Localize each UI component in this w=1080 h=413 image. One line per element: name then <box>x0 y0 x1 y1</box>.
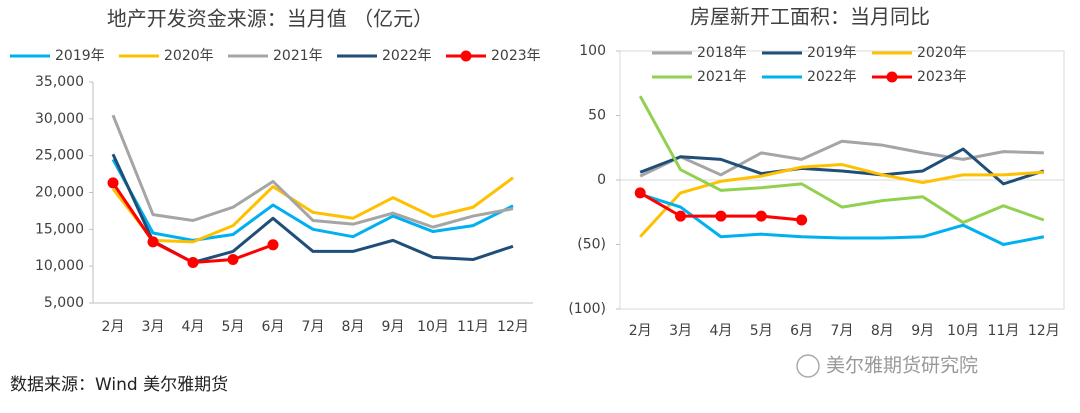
legend-label: 2018年 <box>697 45 747 61</box>
point <box>107 177 119 189</box>
point <box>675 210 687 222</box>
x-tick-label: 7月 <box>302 319 325 335</box>
legend-label: 2019年 <box>807 45 857 61</box>
x-tick-label: 3月 <box>669 323 692 339</box>
legend-label: 2022年 <box>382 48 432 64</box>
legend-label: 2020年 <box>917 45 967 61</box>
point <box>187 256 199 268</box>
source-note: 数据来源：Wind 美尔雅期货 <box>10 375 228 395</box>
y-tick-label: (100) <box>568 301 606 317</box>
series-line <box>111 153 514 264</box>
x-tick-label: 6月 <box>790 323 813 339</box>
x-tick-label: 8月 <box>871 323 894 339</box>
y-tick-label: 5,000 <box>44 295 84 311</box>
legend-label: 2020年 <box>164 48 214 64</box>
y-tick-label: 15,000 <box>35 221 84 237</box>
x-tick-label: 7月 <box>831 323 854 339</box>
legend-label: 2022年 <box>807 69 857 85</box>
series-line <box>638 95 1045 225</box>
y-tick-label: 100 <box>579 43 606 59</box>
y-tick-label: (50) <box>577 237 606 253</box>
x-tick-label: 5月 <box>222 319 245 335</box>
point <box>147 236 159 248</box>
y-tick-label: 20,000 <box>35 185 84 201</box>
chart-title: 地产开发资金来源：当月值 （亿元） <box>107 7 433 31</box>
legend-label: 2023年 <box>917 69 967 85</box>
watermark: 美尔雅期货研究院 <box>826 355 978 377</box>
point <box>227 254 239 266</box>
y-tick-label: 10,000 <box>35 258 84 274</box>
series-line <box>639 139 1044 178</box>
watermark-icon <box>796 354 820 378</box>
legend-marker <box>886 71 898 83</box>
x-tick-label: 9月 <box>911 323 934 339</box>
x-tick-label: 2月 <box>102 319 125 335</box>
legend-marker <box>460 50 472 62</box>
x-tick-label: 10月 <box>947 323 979 339</box>
series-line <box>639 163 1044 238</box>
x-tick-label: 11月 <box>457 319 489 335</box>
y-tick-label: 35,000 <box>35 74 84 90</box>
x-tick-label: 11月 <box>988 323 1020 339</box>
point <box>715 210 727 222</box>
x-tick-label: 4月 <box>709 323 732 339</box>
chart-title: 房屋新开工面积：当月同比 <box>690 5 930 29</box>
x-tick-label: 5月 <box>750 323 773 339</box>
point <box>796 214 808 226</box>
series-line <box>111 158 514 242</box>
series-line <box>639 192 1045 246</box>
x-tick-label: 12月 <box>497 319 529 335</box>
point <box>755 210 767 222</box>
y-tick-label: 0 <box>597 172 606 188</box>
x-tick-label: 6月 <box>262 319 285 335</box>
x-tick-label: 3月 <box>142 319 165 335</box>
legend-label: 2021年 <box>697 69 747 85</box>
x-tick-label: 12月 <box>1028 323 1060 339</box>
y-tick-label: 30,000 <box>35 111 84 127</box>
legend-label: 2023年 <box>491 48 541 64</box>
x-tick-label: 4月 <box>182 319 205 335</box>
legend-label: 2021年 <box>273 48 323 64</box>
series-line <box>639 147 1045 186</box>
y-tick-label: 25,000 <box>35 148 84 164</box>
series-line <box>111 114 514 229</box>
x-tick-label: 8月 <box>342 319 365 335</box>
series-line <box>111 176 514 244</box>
x-tick-label: 2月 <box>629 323 652 339</box>
x-tick-label: 9月 <box>382 319 405 335</box>
y-tick-label: 50 <box>588 108 606 124</box>
point <box>267 239 279 251</box>
legend-label: 2019年 <box>55 48 105 64</box>
x-tick-label: 10月 <box>417 319 449 335</box>
point <box>634 187 646 199</box>
